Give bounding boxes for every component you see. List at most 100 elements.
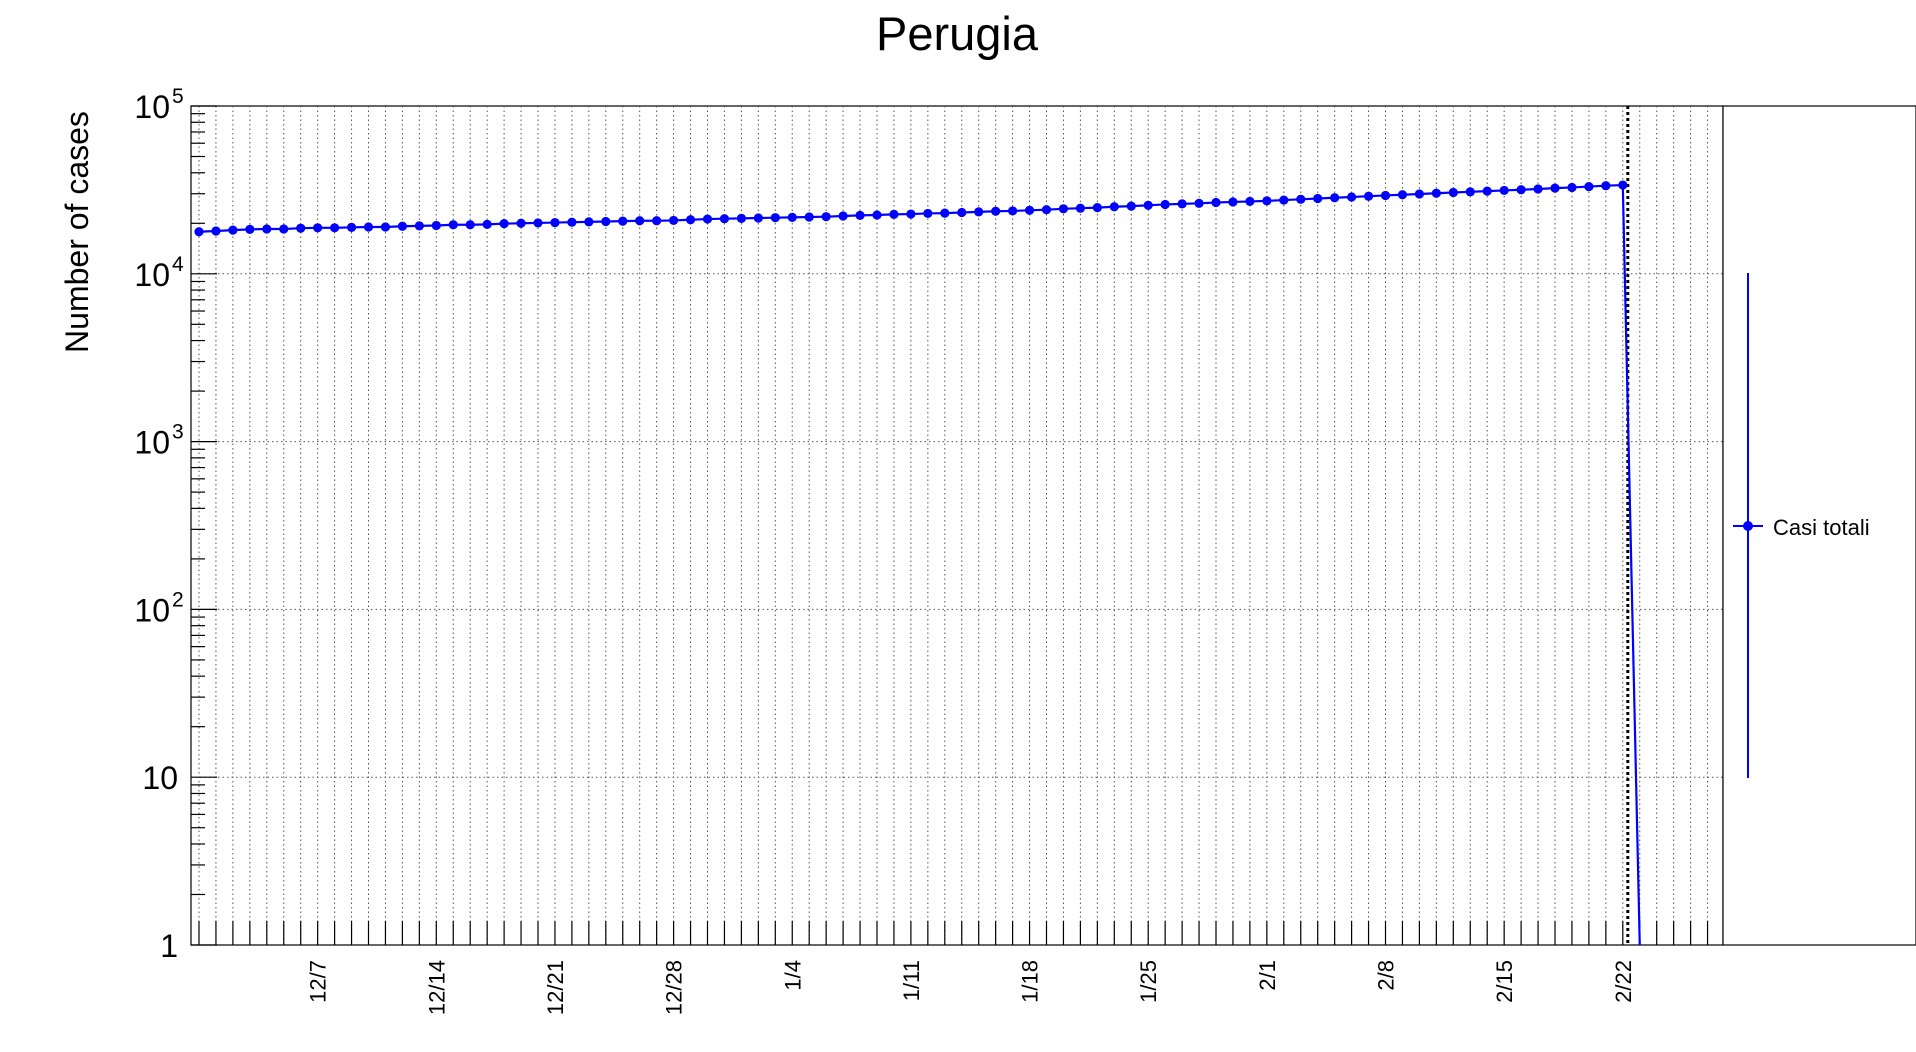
data-point [550,217,560,228]
data-point [1550,183,1560,193]
data-point [923,208,933,219]
data-point [1126,201,1136,211]
series-dropoff-line [1621,185,1641,946]
data-point [1041,205,1052,215]
data-point [262,224,272,234]
y-tick-label: 10 [134,257,170,293]
data-point [482,219,492,229]
data-point [1092,203,1102,213]
data-point [228,225,238,235]
data-point [346,222,357,233]
x-tick-label: 12/14 [424,960,449,1015]
y-tick-label: 10 [134,425,170,461]
data-point [380,222,391,232]
data-point [431,220,441,231]
data-point [1008,206,1018,216]
data-point [1414,189,1424,199]
y-tick-label: 1 [160,928,178,964]
data-point [465,220,475,230]
data-point [279,224,289,234]
data-point [702,214,713,224]
data-point [1347,192,1357,202]
data-point [533,218,543,228]
data-point [313,223,323,233]
data-point [1024,205,1035,215]
data-point [499,219,509,229]
data-point [991,206,1001,216]
data-point [1228,197,1238,207]
data-point [940,208,950,218]
data-point [1177,199,1187,209]
data-point [1245,196,1255,207]
y-tick-label-exponent: 2 [172,588,184,611]
data-point [1194,198,1204,208]
y-tick-label-exponent: 3 [172,421,184,444]
data-point [770,213,780,223]
y-tick-label: 10 [134,592,170,628]
x-tick-label: 2/22 [1611,960,1636,1003]
data-point [1211,197,1221,208]
data-point [1363,191,1374,201]
data-point [1499,185,1509,196]
data-point [635,216,645,226]
data-point [821,212,831,222]
data-point [1279,195,1289,205]
y-tick-label: 10 [142,760,178,796]
data-point [1160,199,1170,210]
legend-label-casi-totali: Casi totali [1773,515,1870,540]
data-point [397,221,407,231]
data-point [1075,203,1085,213]
data-point [1516,185,1526,195]
data-point [1296,194,1306,204]
data-point [584,217,594,227]
data-point [1465,187,1475,197]
x-tick-label: 1/25 [1136,960,1161,1003]
data-point [974,207,984,217]
x-tick-label: 1/11 [899,960,924,1001]
x-tick-labels: 12/7 12/14 12/21 12/28 1/4 1/11 1/18 1/25 2/1 2/8… [306,960,1636,1015]
data-point [1601,181,1611,191]
series-casi-totali [194,180,1641,946]
y-tick-label-exponent: 5 [172,85,184,108]
axis-ticks [191,105,1709,946]
data-point [567,217,577,227]
data-point [1533,184,1543,194]
data-point [957,207,967,218]
x-tick-label: 1/4 [780,960,805,991]
x-tick-label: 12/28 [662,960,687,1015]
chart-title: Perugia [876,7,1039,60]
data-point [363,222,374,232]
data-point [838,211,848,221]
data-point [1380,190,1391,201]
data-point [787,212,797,222]
data-point [1448,187,1458,198]
legend-series-marker [1743,521,1753,531]
x-tick-label: 2/8 [1374,960,1399,991]
y-axis-title: Number of cases [59,111,95,353]
data-point [804,212,814,222]
data-point [1143,200,1153,210]
data-point [516,218,526,228]
data-point [330,223,340,233]
data-point [245,224,255,234]
data-point [736,213,747,223]
x-tick-label: 2/1 [1255,960,1280,991]
data-point [753,213,763,223]
y-tick-label-exponent: 4 [172,253,184,276]
data-point [1431,188,1441,198]
y-tick-label: 10 [134,89,170,125]
data-point [855,210,865,220]
data-point [618,216,628,226]
data-point [194,227,204,237]
data-point [414,221,424,231]
data-point [1397,190,1408,200]
plot-frame [190,105,1724,946]
data-point [889,209,899,219]
data-point [1482,186,1492,196]
data-point [1313,193,1323,204]
data-point [1618,180,1628,190]
data-point [1330,193,1340,203]
data-point [906,209,916,219]
